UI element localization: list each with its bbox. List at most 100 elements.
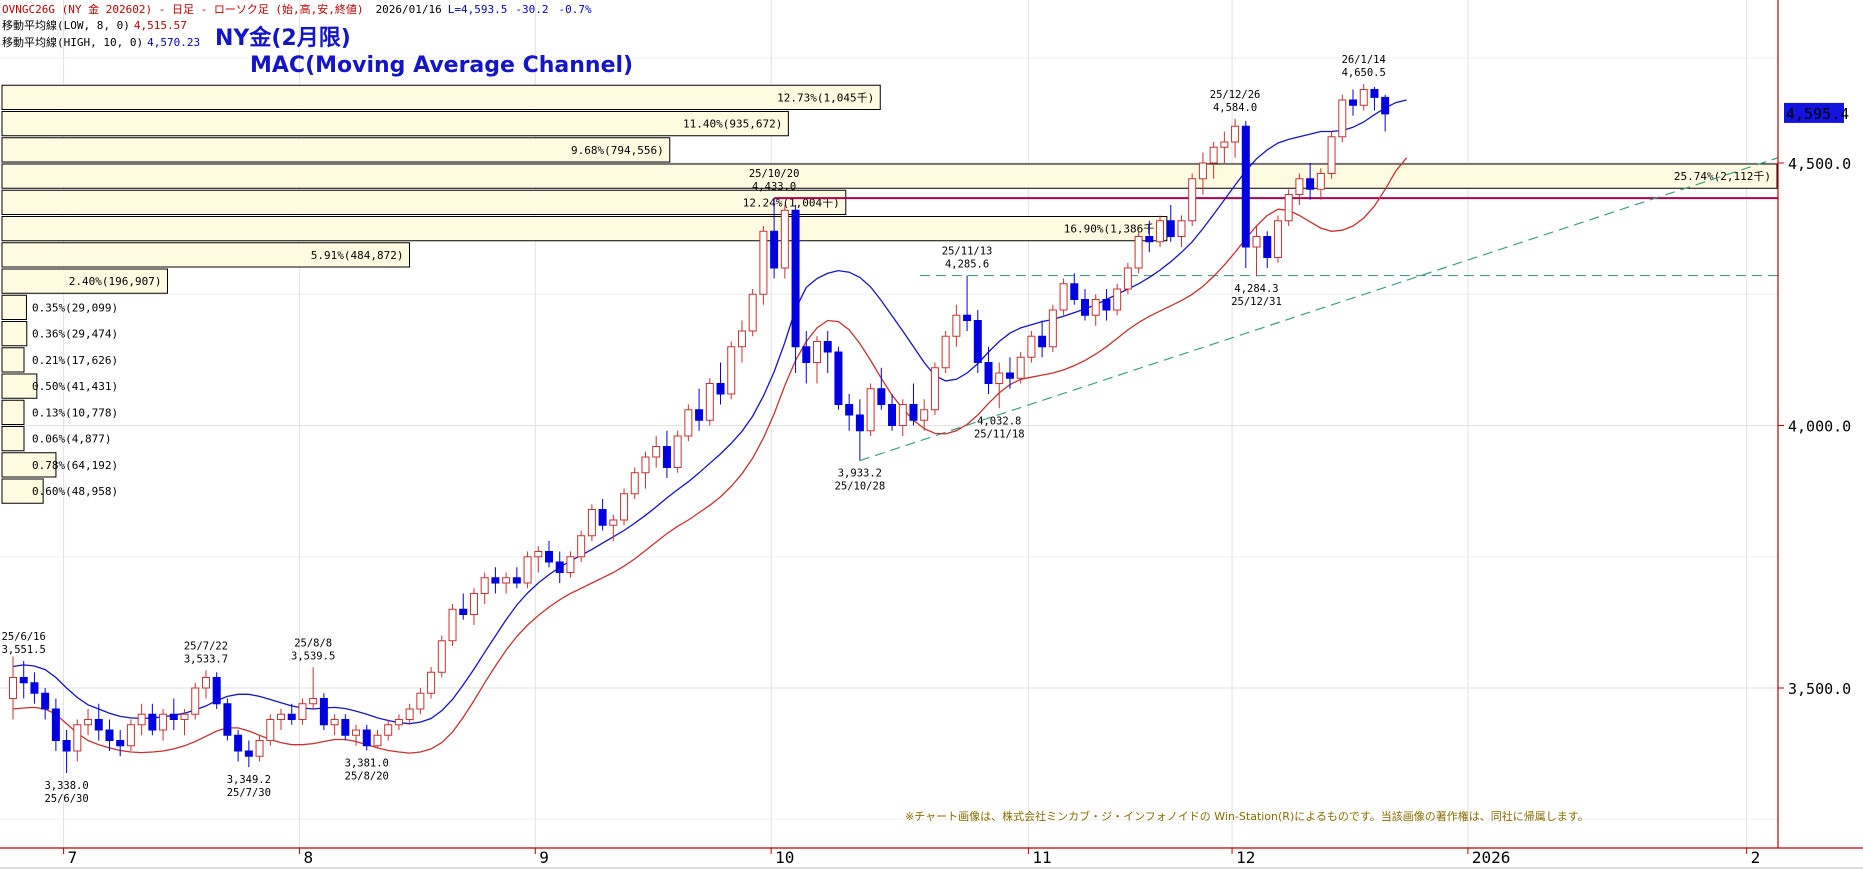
candle-body [555, 561, 564, 573]
candle-body [984, 362, 993, 384]
candle-body [9, 677, 17, 699]
annotation-date: 25/10/20 [749, 168, 800, 180]
candle-body [480, 577, 489, 594]
candle-body [234, 734, 243, 752]
candle-body [287, 713, 296, 720]
candle-body [137, 713, 146, 726]
candle-body [1081, 299, 1089, 316]
candle-body [126, 724, 135, 747]
x-tick-label: 9 [539, 848, 549, 867]
volume-profile-label: 25.74%(2,112千) [1674, 170, 1771, 183]
candle-body [116, 740, 125, 747]
ma-high-legend: 移動平均線(HIGH, 10, 0) 4,570.23 [2, 35, 200, 49]
last-price-label: 4,595.4 [1786, 105, 1849, 123]
y-tick-label: 4,000.0 [1788, 418, 1851, 436]
candle-body [1016, 356, 1025, 379]
annotation-date: 25/12/31 [1231, 296, 1282, 308]
annotation-price: 3,539.5 [291, 650, 335, 662]
annotation-date: 25/7/30 [227, 787, 271, 799]
candle-body [1252, 236, 1261, 248]
candle-body [695, 409, 704, 421]
candle-body [587, 509, 596, 537]
candle-body [759, 230, 768, 295]
candle-body [223, 703, 232, 736]
candle-body [780, 209, 789, 269]
volume-profile-label: 9.68%(794,556) [571, 144, 664, 157]
volume-profile-label: 12.24%(1,004千) [743, 196, 840, 209]
candle-body [1048, 309, 1057, 348]
candle-body [545, 551, 553, 563]
candle-body [330, 719, 339, 726]
candle-body [1102, 299, 1111, 311]
candle-body [737, 330, 746, 348]
candle-body [791, 209, 800, 348]
candle-body [1005, 372, 1014, 379]
candle-body [566, 556, 575, 573]
chart-title: NY金(2月限) [215, 25, 351, 51]
candle-body [169, 713, 178, 720]
volume-profile-label: 0.78%(64,192) [32, 459, 118, 472]
volume-profile: 12.73%(1,045千) 11.40%(935,672) 9.68%(794,5… [1, 84, 1778, 504]
volume-profile-bar [1, 321, 28, 347]
candle-body [523, 556, 532, 584]
y-tick-label: 4,500.0 [1788, 155, 1851, 173]
volume-profile-bar [1, 294, 27, 320]
x-tick-label: 2 [1751, 848, 1761, 867]
candle-body [716, 383, 725, 395]
annotation-price: 3,533.7 [184, 653, 228, 665]
candle-body [1231, 125, 1240, 143]
candle-body [888, 404, 897, 426]
volume-profile-bar [1, 452, 57, 478]
candle-body [1027, 335, 1036, 358]
ma-low-label: 移動平均線(LOW, 8, 0) [2, 18, 130, 32]
candle-body [309, 698, 318, 705]
annotation-price: 3,338.0 [44, 780, 88, 792]
candle-body [598, 509, 607, 526]
candle-body [963, 314, 972, 321]
annotation-price: 3,551.5 [2, 644, 46, 656]
annotation-date: 25/6/16 [2, 631, 46, 643]
last-price-box [1784, 102, 1844, 123]
candle-body [834, 351, 843, 405]
candle-body [491, 577, 500, 584]
annotation-date: 25/8/20 [345, 770, 389, 782]
volume-profile-label: 16.90%(1,386千) [1064, 223, 1161, 236]
volume-profile-bar [1, 84, 881, 110]
candle-body [641, 456, 650, 474]
candle-body [1359, 89, 1368, 106]
annotation-price: 4,433.0 [752, 181, 796, 193]
header-line1: OVNGC26G (NY 金 202602) - 日足 - ローソク足 (始,高… [2, 2, 592, 16]
candle-body [405, 708, 414, 720]
x-tick-label: 10 [775, 848, 794, 867]
candle-body [41, 692, 50, 710]
candle-body [770, 230, 779, 269]
annotation-date: 25/7/22 [184, 640, 228, 652]
horizontal-lines [774, 197, 1778, 277]
candle-body [1338, 99, 1347, 138]
candle-body [244, 750, 253, 757]
candle-body [1059, 283, 1068, 311]
candle-body [1198, 162, 1207, 180]
volume-profile-bar [1, 373, 38, 399]
volume-profile-label: 0.21%(17,626) [32, 354, 118, 367]
annotation-date: 25/10/28 [835, 481, 886, 493]
candle-body [823, 341, 832, 353]
header-pct: -0.7% [559, 3, 592, 16]
candle-body [384, 724, 393, 736]
annotation-price: 4,284.3 [1234, 283, 1278, 295]
candle-body [266, 719, 275, 741]
candle-body [630, 472, 639, 495]
candle-body [673, 435, 682, 468]
candle-body [94, 719, 103, 731]
candle-body [577, 535, 586, 558]
candle-body [427, 671, 436, 694]
volume-profile-label: 0.36%(29,474) [32, 328, 118, 341]
candle-body [855, 414, 864, 432]
candlesticks [9, 83, 1390, 774]
volume-profile-bar [1, 426, 25, 452]
candle-body [620, 493, 629, 521]
candle-body [448, 608, 457, 642]
x-tick-label: 7 [68, 848, 78, 867]
ma-line [12, 157, 1408, 754]
volume-profile-label: 11.40%(935,672) [683, 118, 782, 131]
